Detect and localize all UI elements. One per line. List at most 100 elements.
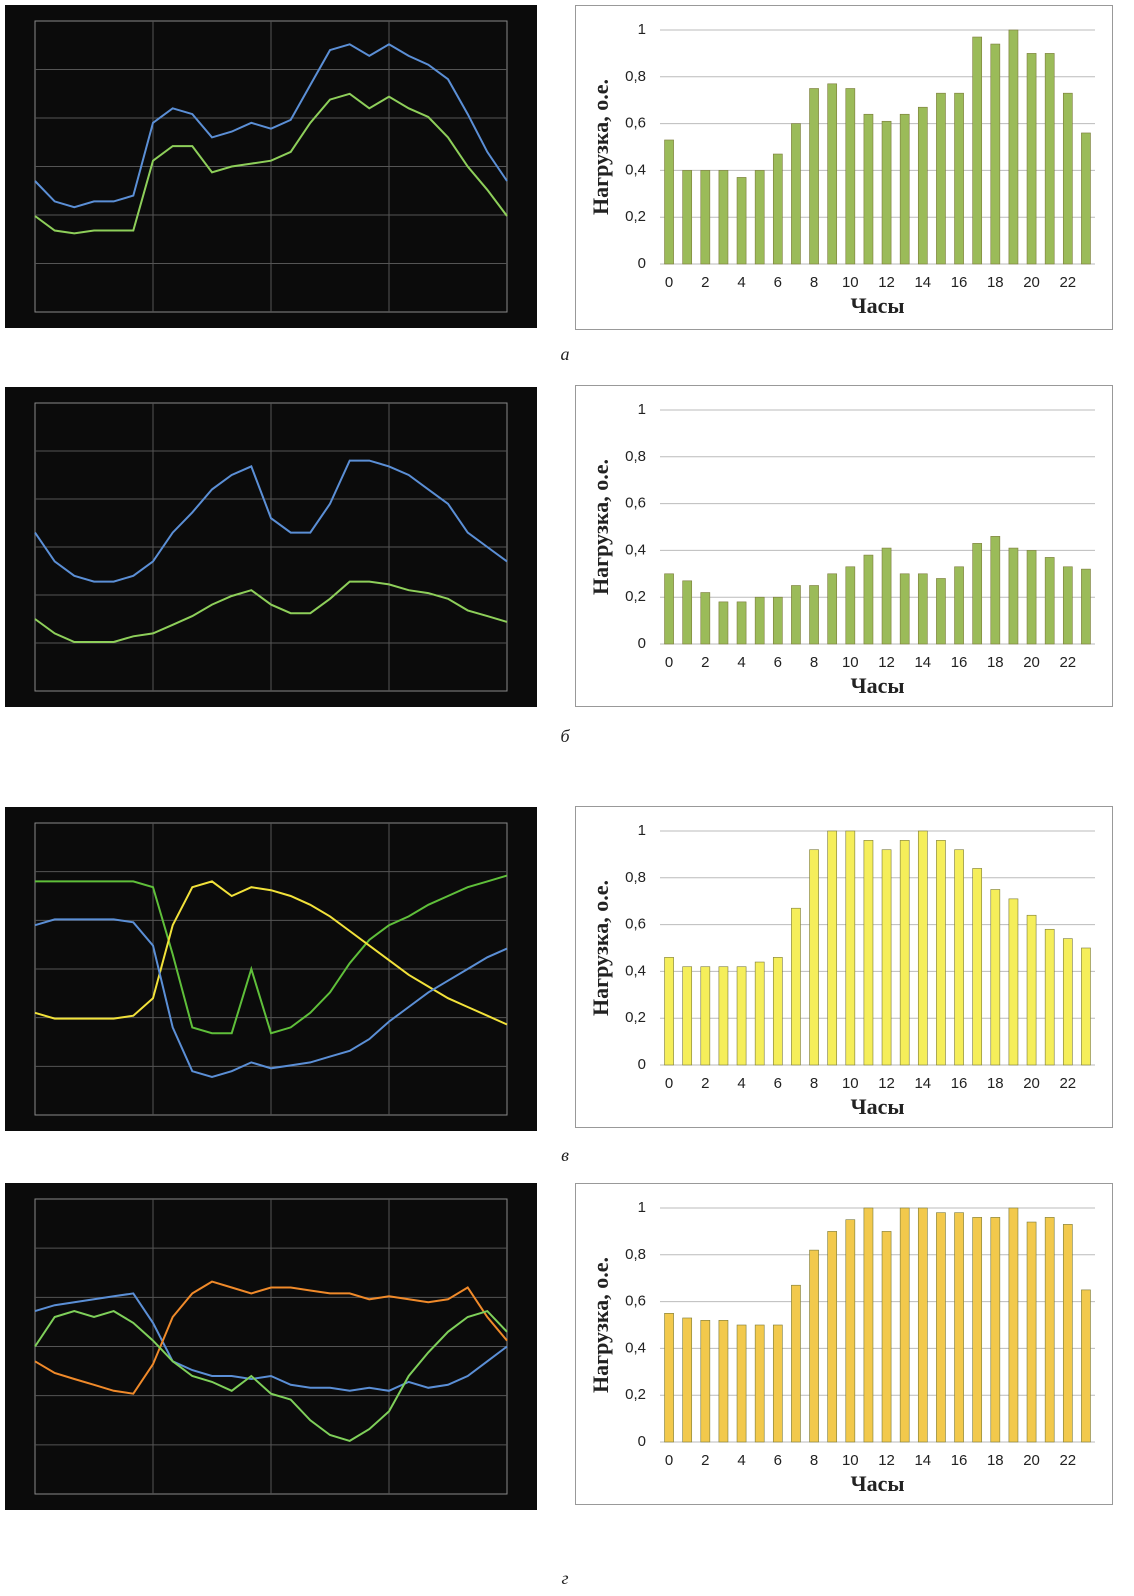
bar — [1081, 1290, 1090, 1442]
bar — [918, 1208, 927, 1442]
bar-panel: 00,20,40,60,810246810121416182022ЧасыНаг… — [576, 807, 1113, 1128]
y-tick-label: 0 — [638, 255, 646, 272]
x-tick-label: 18 — [987, 1452, 1004, 1469]
bar — [846, 1220, 855, 1442]
y-tick-label: 0 — [638, 1433, 646, 1450]
x-tick-label: 2 — [701, 654, 709, 671]
x-tick-label: 10 — [842, 1452, 859, 1469]
y-tick-label: 0,8 — [625, 869, 646, 886]
x-axis-title: Часы — [850, 293, 904, 318]
bar — [828, 574, 837, 644]
bar — [846, 831, 855, 1065]
bar — [773, 154, 782, 264]
x-axis-title: Часы — [850, 673, 904, 698]
bar — [810, 1250, 819, 1442]
y-tick-label: 0,6 — [625, 916, 646, 933]
bar — [810, 586, 819, 645]
x-tick-label: 2 — [701, 274, 709, 291]
bar — [665, 140, 674, 264]
x-tick-label: 12 — [878, 1452, 895, 1469]
bar — [737, 967, 746, 1065]
bar — [791, 908, 800, 1065]
bar — [737, 1325, 746, 1442]
bar — [846, 567, 855, 644]
bar — [737, 177, 746, 264]
scope-panel — [5, 387, 537, 707]
bar — [1027, 53, 1036, 264]
bar — [683, 581, 692, 644]
bar — [719, 967, 728, 1065]
x-tick-label: 0 — [665, 654, 673, 671]
x-tick-label: 6 — [774, 1452, 782, 1469]
bar — [755, 597, 764, 644]
x-tick-label: 20 — [1023, 274, 1040, 291]
bar — [755, 1325, 764, 1442]
bar — [1027, 915, 1036, 1065]
bar — [1009, 899, 1018, 1065]
bar — [1027, 550, 1036, 644]
x-tick-label: 2 — [701, 1075, 709, 1092]
x-tick-label: 14 — [914, 274, 931, 291]
bar — [773, 957, 782, 1065]
bar — [936, 93, 945, 264]
bar — [719, 602, 728, 644]
bar — [882, 548, 891, 644]
bar — [991, 44, 1000, 264]
bar — [955, 850, 964, 1065]
x-tick-label: 8 — [810, 654, 818, 671]
y-tick-label: 0 — [638, 1056, 646, 1073]
bar — [665, 957, 674, 1065]
bar — [828, 831, 837, 1065]
x-tick-label: 16 — [951, 654, 968, 671]
bar — [973, 543, 982, 644]
bar — [665, 1313, 674, 1442]
y-tick-label: 0,8 — [625, 1246, 646, 1263]
bar — [882, 850, 891, 1065]
y-axis-title: Нагрузка, о.е. — [588, 79, 613, 215]
scope-panel — [5, 807, 537, 1131]
x-tick-label: 20 — [1023, 654, 1040, 671]
x-tick-label: 16 — [951, 274, 968, 291]
x-tick-label: 10 — [842, 1075, 859, 1092]
y-tick-label: 1 — [638, 1199, 646, 1216]
bar — [918, 831, 927, 1065]
y-tick-label: 0,8 — [625, 68, 646, 85]
bar — [936, 840, 945, 1065]
bar — [1081, 569, 1090, 644]
bar — [683, 1318, 692, 1442]
bar — [810, 850, 819, 1065]
x-tick-label: 4 — [737, 1075, 745, 1092]
bar — [791, 1285, 800, 1442]
y-axis-title: Нагрузка, о.е. — [588, 459, 613, 595]
x-tick-label: 22 — [1059, 1452, 1076, 1469]
bar — [737, 602, 746, 644]
bar — [1063, 567, 1072, 644]
bar — [1009, 1208, 1018, 1442]
bar — [1045, 53, 1054, 264]
x-tick-label: 8 — [810, 1075, 818, 1092]
y-tick-label: 1 — [638, 21, 646, 38]
y-tick-label: 0,6 — [625, 495, 646, 512]
y-tick-label: 0,2 — [625, 1386, 646, 1403]
bar — [864, 555, 873, 644]
bar — [701, 1320, 710, 1442]
x-tick-label: 22 — [1059, 654, 1076, 671]
bar — [701, 593, 710, 644]
x-tick-label: 14 — [914, 1075, 931, 1092]
bar — [828, 1231, 837, 1442]
x-axis-title: Часы — [850, 1094, 904, 1119]
bar — [701, 170, 710, 264]
bar — [1009, 548, 1018, 644]
bar — [900, 114, 909, 264]
y-tick-label: 0,4 — [625, 541, 646, 558]
bar — [1045, 1217, 1054, 1442]
x-tick-label: 10 — [842, 654, 859, 671]
bar — [791, 586, 800, 645]
bar — [1063, 939, 1072, 1065]
panel-caption: г — [561, 1568, 568, 1588]
bar-panel: 00,20,40,60,810246810121416182022ЧасыНаг… — [576, 6, 1113, 330]
bar — [846, 89, 855, 265]
y-axis-title: Нагрузка, о.е. — [588, 1257, 613, 1393]
bar — [701, 967, 710, 1065]
